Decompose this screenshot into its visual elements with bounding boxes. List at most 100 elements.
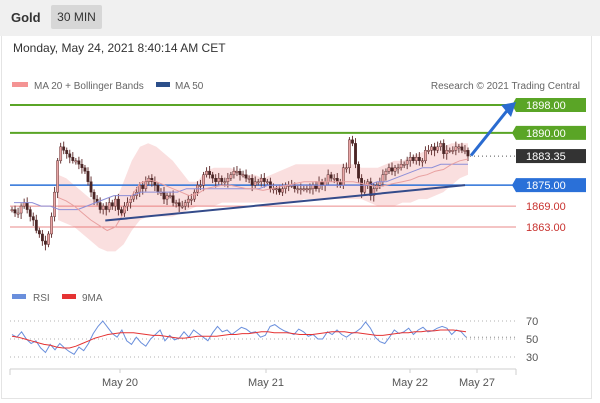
rsi-line [11, 320, 467, 355]
candle-body [53, 191, 56, 217]
candle-body [275, 188, 278, 191]
rsi-tick-70: 70 [526, 316, 538, 328]
candle-body [348, 139, 351, 168]
candle-body [71, 157, 75, 161]
legend-ma50-label: MA 50 [175, 81, 204, 92]
rsi-tick-50: 50 [526, 334, 538, 346]
resistance-tag-1890-00 [512, 125, 586, 140]
candle-body [387, 167, 391, 172]
candle-body [408, 157, 412, 161]
candle-body [302, 188, 306, 191]
candle-body [341, 167, 345, 186]
candle-body [56, 160, 60, 193]
candle-body [417, 157, 421, 161]
legend-swatch-9ma [62, 294, 76, 299]
pivot-label-1875-00: 1875.00 [526, 180, 566, 192]
last-price-tag [516, 149, 586, 164]
x-tick-may-21: May 21 [248, 377, 284, 389]
rsi-9ma-line [11, 329, 467, 349]
candle-body [424, 150, 427, 161]
candle-body [433, 146, 436, 151]
candle-body [165, 195, 169, 200]
candle-body [232, 171, 236, 175]
candle-body [95, 198, 99, 203]
last-price-label: 1883.35 [526, 151, 566, 163]
candle-body [244, 174, 248, 179]
candle-body [162, 191, 166, 200]
candle-body [186, 198, 190, 203]
candle-body [86, 171, 90, 182]
candle-body [156, 184, 160, 193]
candle-body [457, 146, 461, 149]
candle-body [335, 177, 339, 182]
timeframe-button[interactable]: 30 MIN [51, 5, 102, 29]
candle-body [256, 181, 260, 184]
support-label-1863-00: 1863.00 [526, 222, 566, 234]
x-tick-may-20: May 20 [102, 377, 138, 389]
candle-body [141, 184, 145, 189]
candle-body [34, 219, 38, 231]
candle-body [229, 174, 233, 179]
candle-body [454, 146, 458, 151]
candle-body [153, 181, 157, 186]
candle-body [177, 202, 181, 207]
candle-body [436, 146, 439, 151]
candle-body [50, 216, 53, 235]
candle-body [369, 181, 373, 196]
candle-body [214, 177, 218, 182]
candle-body [189, 198, 193, 201]
candle-body [110, 202, 114, 207]
candle-body [278, 188, 281, 193]
candle-body [98, 202, 102, 210]
chart-datetime: Monday, May 24, 2021 8:40:14 AM CET [13, 41, 226, 55]
candle-body [396, 167, 400, 170]
candle-body [37, 230, 41, 235]
candle-body [414, 157, 418, 161]
candle-body [74, 160, 78, 163]
candle-body [354, 143, 357, 165]
candle-body [31, 216, 35, 221]
pivot-tag-1875-00 [512, 178, 586, 193]
candle-body [113, 198, 117, 207]
candle-body [338, 181, 342, 186]
candle-body [238, 171, 242, 175]
candle-body [430, 146, 433, 151]
candle-body [265, 181, 269, 184]
candle-body [262, 177, 266, 182]
candle-body [59, 146, 63, 161]
candle-body [171, 195, 175, 203]
candle-body [363, 184, 367, 193]
candle-body [174, 202, 178, 205]
candle-body [223, 181, 227, 184]
resistance-tag-1898-00 [512, 98, 586, 112]
candle-body [381, 174, 385, 182]
candle-body [235, 171, 239, 173]
candle-body [41, 233, 44, 242]
candle-body [180, 205, 184, 208]
candle-body [332, 177, 336, 180]
candle-body [345, 167, 348, 170]
candle-body [296, 188, 300, 191]
candle-body [226, 177, 230, 182]
candle-body [448, 150, 452, 152]
candle-body [144, 181, 148, 189]
candle-body [320, 181, 324, 186]
projection-arrow-head [501, 102, 516, 117]
candle-body [259, 177, 263, 182]
legend-rsi-label: RSI [33, 293, 50, 304]
candle-body [281, 188, 284, 193]
candle-body [451, 150, 455, 152]
candle-body [405, 160, 409, 165]
candle-body [10, 209, 14, 211]
candle-body [357, 164, 360, 179]
candle-body [326, 174, 330, 182]
resistance-label-1898-00: 1898.00 [526, 100, 566, 112]
candle-body [192, 191, 196, 200]
candle-body [427, 150, 430, 152]
support-label-1869-00: 1869.00 [526, 201, 566, 213]
candle-body [199, 184, 202, 187]
candle-body [372, 188, 376, 196]
x-tick-may-22: May 22 [392, 377, 428, 389]
projection-arrow-shaft [469, 106, 512, 157]
